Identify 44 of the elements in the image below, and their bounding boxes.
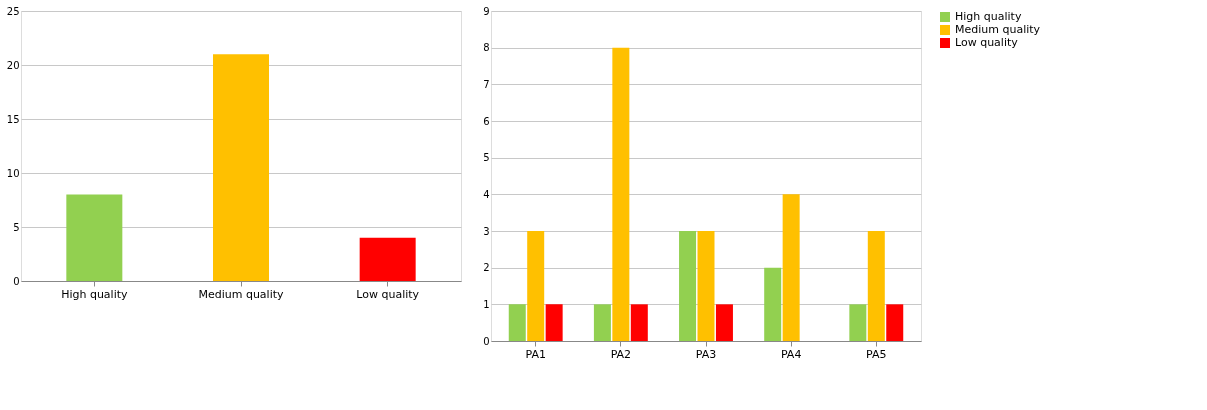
y-tick-label: 10 (6, 167, 20, 179)
y-tick-label: 20 (6, 59, 20, 71)
x-tick-label: PA4 (780, 347, 802, 361)
y-tick-label: 25 (6, 5, 20, 17)
bar (867, 231, 885, 341)
y-tick-label: 15 (6, 113, 20, 125)
y-tick-label: 7 (483, 78, 490, 90)
legend-label: High quality (955, 10, 1022, 23)
bar (508, 304, 526, 341)
bar (213, 54, 269, 281)
x-tick-label: PA5 (866, 347, 887, 361)
bar (764, 267, 782, 341)
legend-label: Low quality (955, 36, 1019, 49)
bar (593, 304, 611, 341)
bar (849, 304, 867, 341)
bar (612, 47, 630, 341)
bar (679, 231, 697, 341)
x-tick-label: PA3 (695, 347, 717, 361)
bar (697, 231, 715, 341)
x-tick-label: Medium quality (198, 287, 285, 301)
x-tick-label: High quality (61, 287, 129, 301)
y-tick-label: 4 (483, 188, 490, 200)
x-tick-label: PA1 (525, 347, 546, 361)
bar (630, 304, 648, 341)
bar (66, 194, 123, 281)
y-tick-label: 2 (483, 262, 490, 274)
y-tick-label: 0 (13, 275, 20, 287)
y-tick-label: 5 (13, 221, 20, 233)
bar (886, 304, 904, 341)
bar (715, 304, 733, 341)
y-tick-label: 3 (483, 225, 490, 237)
y-tick-label: 1 (483, 298, 490, 310)
legend-label: Medium quality (955, 23, 1041, 36)
bar (545, 304, 563, 341)
y-tick-label: 6 (483, 115, 490, 127)
y-tick-label: 0 (483, 335, 490, 347)
y-tick-label: 8 (483, 42, 490, 54)
y-tick-label: 9 (483, 5, 490, 17)
bar (359, 237, 416, 281)
bar (527, 231, 545, 341)
x-tick-label: PA2 (610, 347, 632, 361)
bar (782, 194, 800, 341)
x-tick-label: Low quality (356, 287, 420, 301)
y-tick-label: 5 (483, 152, 490, 164)
